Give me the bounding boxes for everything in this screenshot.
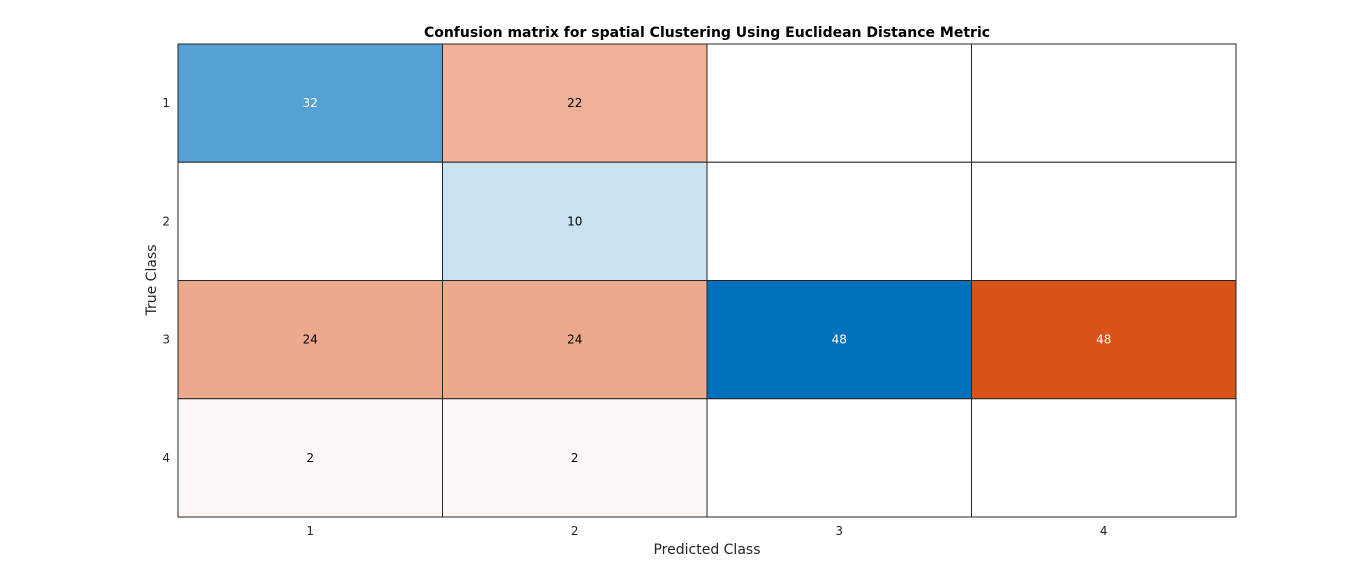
matrix-cell-r2-c4 [971, 161, 1237, 281]
matrix-cell-r1-c4 [971, 43, 1237, 163]
y-tick-label-2: 2 [162, 214, 170, 228]
x-tick-label-2: 2 [571, 524, 579, 538]
matrix-cell-value-r3-c4: 48 [1096, 333, 1111, 347]
matrix-cell-value-r1-c1: 32 [303, 96, 318, 110]
matrix-cell-r4-c4 [971, 398, 1237, 518]
x-axis-ticks: 1 2 3 4 [306, 524, 1107, 538]
y-axis-label: True Class [144, 244, 160, 316]
matrix-cell-value-r1-c2: 22 [567, 96, 582, 110]
matrix-cell-r3-c4 [971, 280, 1237, 400]
matrix-cell-r3-c2 [442, 280, 708, 400]
y-tick-label-4: 4 [162, 451, 170, 465]
matrix-cell-r1-c2 [442, 43, 708, 163]
matrix-cell-r1-c3 [706, 43, 972, 163]
matrix-cell-r3-c3 [706, 280, 972, 400]
x-tick-label-1: 1 [306, 524, 314, 538]
x-axis-label: Predicted Class [653, 542, 760, 558]
matrix-cell-r2-c3 [706, 161, 972, 281]
matrix-cell-r4-c3 [706, 398, 972, 518]
matrix-border [177, 43, 1237, 518]
y-axis-ticks: 1 2 3 4 [162, 96, 170, 465]
matrix-cell-value-r3-c3: 48 [832, 333, 847, 347]
y-tick-label-3: 3 [162, 333, 170, 347]
y-tick-label-1: 1 [162, 96, 170, 110]
matrix-cell-r1-c1 [177, 43, 443, 163]
matrix-cell-value-r2-c2: 10 [567, 214, 582, 228]
matrix-cell-r2-c2 [442, 161, 708, 281]
matrix-cells [177, 43, 1237, 518]
matrix-cell-r4-c1 [177, 398, 443, 518]
chart-title: Confusion matrix for spatial Clustering … [424, 25, 990, 41]
x-tick-label-4: 4 [1100, 524, 1108, 538]
matrix-cell-r2-c1 [177, 161, 443, 281]
matrix-cell-value-r3-c1: 24 [303, 333, 318, 347]
matrix-cell-value-r4-c2: 2 [571, 451, 579, 465]
matrix-cell-r3-c1 [177, 280, 443, 400]
x-tick-label-3: 3 [835, 524, 843, 538]
matrix-cell-value-r3-c2: 24 [567, 333, 582, 347]
matrix-cell-value-r4-c1: 2 [306, 451, 314, 465]
